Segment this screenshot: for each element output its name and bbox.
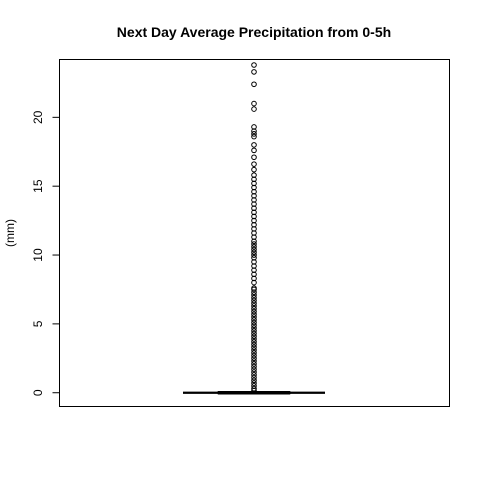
outlier-point — [251, 131, 257, 137]
outlier-point — [251, 252, 257, 258]
outlier-point — [251, 172, 257, 178]
outlier-point — [251, 344, 257, 351]
outlier-point — [251, 366, 257, 373]
outlier-point — [251, 243, 257, 250]
outlier-point — [251, 241, 257, 247]
outlier-point — [251, 374, 257, 381]
y-tick-label: 5 — [31, 320, 45, 327]
outlier-point — [251, 294, 257, 301]
outlier-point — [251, 303, 257, 309]
outlier-point — [251, 62, 257, 68]
outlier-point — [251, 246, 257, 253]
outlier-point — [251, 305, 257, 312]
outlier-point — [251, 327, 257, 334]
outlier-point — [251, 254, 257, 261]
outlier-point — [251, 124, 257, 130]
outlier-point — [251, 300, 257, 307]
outlier-point — [251, 338, 257, 345]
outlier-point — [251, 311, 257, 318]
outlier-point — [251, 369, 257, 375]
outlier-point — [251, 106, 257, 112]
y-tick-label: 15 — [31, 179, 45, 193]
outlier-point — [251, 333, 257, 340]
outlier-point — [251, 352, 257, 359]
outlier-point — [251, 100, 257, 107]
outlier-point — [251, 142, 257, 148]
outlier-point — [251, 166, 257, 173]
y-axis-label: (mm) — [3, 219, 17, 247]
outlier-point — [251, 292, 257, 298]
outlier-point — [251, 361, 257, 367]
outlier-point — [251, 308, 257, 315]
outlier-points — [251, 62, 257, 394]
outlier-point — [251, 297, 257, 304]
outlier-point — [251, 249, 257, 256]
outlier-point — [251, 336, 257, 342]
outlier-point — [251, 161, 257, 167]
outlier-point — [251, 147, 257, 154]
y-tick-label: 10 — [31, 248, 45, 262]
outlier-point — [251, 377, 257, 384]
outlier-point — [251, 314, 257, 320]
plot-frame — [59, 59, 450, 407]
box-element — [183, 390, 325, 395]
outlier-point — [251, 383, 257, 389]
outlier-point — [251, 325, 257, 331]
y-tick-label: 20 — [31, 110, 45, 124]
outlier-point — [251, 380, 257, 386]
outlier-point — [251, 355, 257, 362]
outlier-point — [251, 372, 257, 378]
outlier-point — [251, 385, 257, 392]
outlier-point — [251, 349, 257, 356]
outlier-point — [251, 316, 257, 323]
outlier-point — [251, 322, 257, 329]
outlier-point — [251, 81, 257, 88]
outlier-point — [251, 330, 257, 337]
y-axis: 0 5 10 15 20 — [31, 110, 60, 396]
outlier-point — [251, 363, 257, 370]
outlier-point — [251, 319, 257, 326]
y-tick-label: 0 — [31, 389, 45, 396]
outlier-point — [251, 69, 257, 75]
outlier-point — [251, 154, 257, 161]
chart-title: Next Day Average Precipitation from 0-5h — [117, 24, 391, 40]
outlier-point — [251, 133, 257, 140]
outlier-point — [251, 358, 257, 364]
outlier-point — [251, 285, 257, 291]
outlier-point — [251, 347, 257, 353]
outlier-point — [251, 341, 257, 348]
